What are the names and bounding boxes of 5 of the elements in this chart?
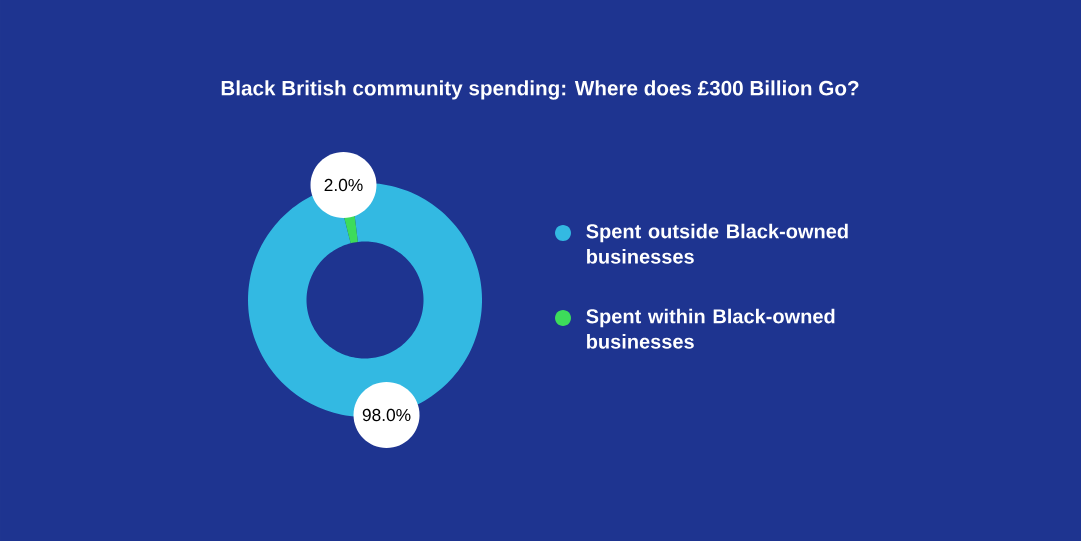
legend-label: Spent within Black-owned businesses [586,308,835,349]
data-label: 2.0% [324,178,363,192]
chart-title: Black British community spending: Where does £300 Billion Go? [221,80,859,100]
legend-label: Spent outside Black-owned businesses [586,223,848,264]
data-label: 98.0% [362,408,411,422]
